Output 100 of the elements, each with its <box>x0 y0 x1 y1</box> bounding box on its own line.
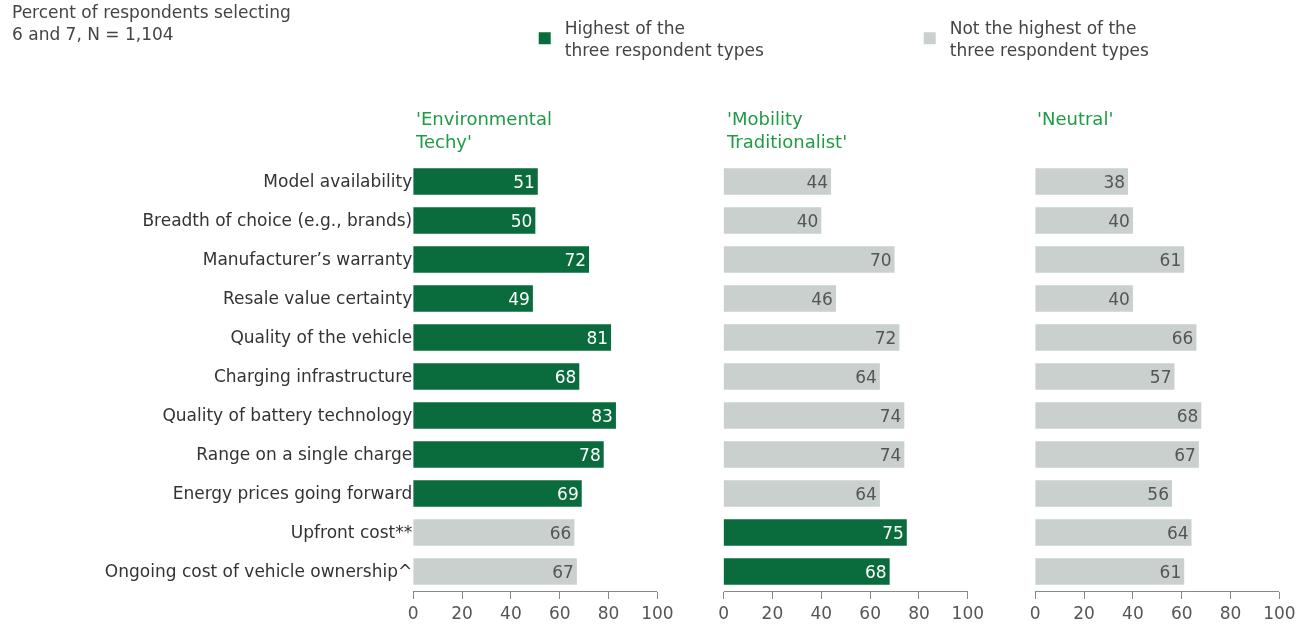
y-tick-label: Breadth of choice (e.g., brands) <box>142 210 413 231</box>
x-tick-label: 60 <box>859 603 881 624</box>
x-tick-label: 40 <box>500 603 522 624</box>
bar <box>413 558 577 585</box>
data-label: 72 <box>874 327 897 348</box>
y-tick-label: Resale value certainty <box>222 288 413 309</box>
bar <box>1035 480 1172 507</box>
chart-title: 'Mobility Traditionalist' <box>726 108 848 153</box>
bar <box>1035 285 1133 312</box>
data-label: 67 <box>1174 444 1196 465</box>
data-label: 40 <box>1108 210 1130 231</box>
data-label: 64 <box>855 483 877 504</box>
bar <box>723 324 900 351</box>
x-tick-label: 20 <box>451 603 473 624</box>
text: Percent of respondents selecting 6 and 7, N = 1,104 <box>12 2 291 45</box>
bar <box>723 246 895 273</box>
x-tick-label: 100 <box>1263 603 1296 624</box>
data-label: 70 <box>869 249 892 270</box>
data-label: 64 <box>1166 522 1189 543</box>
bar <box>1035 207 1133 234</box>
data-label: 50 <box>510 210 533 231</box>
x-tick-label: 60 <box>548 603 571 624</box>
data-label: 57 <box>1149 366 1172 387</box>
data-label: 67 <box>552 561 574 582</box>
bar <box>1035 324 1197 351</box>
x-tick-label: 0 <box>407 603 419 624</box>
x-tick-label: 40 <box>810 603 833 624</box>
legend-label: Not the highest of the three respondent types <box>949 17 1150 60</box>
data-label: 40 <box>796 210 819 231</box>
data-label: 83 <box>591 405 613 426</box>
y-tick-label: Ongoing cost of vehicle ownership^ <box>104 561 413 582</box>
data-label: 61 <box>1159 249 1182 270</box>
bar <box>1035 168 1129 195</box>
y-tick-label: Energy prices going forward <box>172 483 413 504</box>
y-tick-label: Manufacturer’s warranty <box>202 249 413 270</box>
bar <box>723 207 822 234</box>
x-tick-label: 80 <box>908 603 930 624</box>
bar <box>723 480 880 507</box>
data-label: 49 <box>508 288 530 309</box>
data-label: 81 <box>586 327 609 348</box>
bar <box>1035 519 1192 546</box>
bar <box>413 246 590 273</box>
x-tick-label: 40 <box>1122 603 1144 624</box>
data-label: 68 <box>865 561 887 582</box>
data-label: 69 <box>557 483 579 504</box>
x-tick-label: 80 <box>1219 603 1242 624</box>
bar <box>1035 246 1185 273</box>
data-label: 38 <box>1103 171 1126 192</box>
data-label: 61 <box>1159 561 1182 582</box>
bar <box>723 558 890 585</box>
y-tick-label: Charging infrastructure <box>213 366 413 387</box>
data-label: 66 <box>549 522 572 543</box>
x-tick-label: 0 <box>718 603 730 624</box>
bar <box>413 441 604 468</box>
bar <box>1035 363 1175 390</box>
bar <box>413 324 612 351</box>
x-tick-label: 100 <box>641 603 674 624</box>
y-tick-label: Quality of the vehicle <box>230 327 413 348</box>
bar <box>413 285 533 312</box>
data-label: 40 <box>1108 288 1130 309</box>
y-tick-label: Model availability <box>263 171 413 192</box>
data-label: 64 <box>855 366 877 387</box>
x-tick-label: 80 <box>597 603 620 624</box>
x-tick-label: 60 <box>1170 603 1193 624</box>
data-label: 68 <box>1176 405 1199 426</box>
bar <box>1035 402 1202 429</box>
x-tick-label: 100 <box>951 603 985 624</box>
bar <box>723 168 832 195</box>
x-tick-label: 0 <box>1029 603 1041 624</box>
data-label: 78 <box>579 444 601 465</box>
y-tick-label: Quality of battery technology <box>162 405 413 426</box>
bar <box>723 402 905 429</box>
bar <box>1035 558 1185 585</box>
bar <box>723 363 880 390</box>
data-label: 72 <box>564 249 587 270</box>
bar <box>723 441 905 468</box>
y-tick-label: Upfront cost** <box>290 522 413 543</box>
chart-title: 'Neutral' <box>1037 108 1114 129</box>
bar <box>1035 441 1199 468</box>
data-label: 51 <box>513 171 535 192</box>
bar <box>413 480 582 507</box>
bar <box>723 519 907 546</box>
bar <box>413 363 580 390</box>
bar <box>413 519 575 546</box>
data-label: 74 <box>879 405 902 426</box>
bar <box>413 168 538 195</box>
legend-label: Highest of the three respondent types <box>564 17 765 60</box>
bar <box>413 207 536 234</box>
data-label: 75 <box>882 522 904 543</box>
y-tick-label: Range on a single charge <box>196 444 413 465</box>
data-label: 46 <box>811 288 833 309</box>
data-label: 44 <box>806 171 829 192</box>
data-label: 68 <box>554 366 577 387</box>
chart-title: 'Environmental Techy' <box>415 108 552 153</box>
x-tick-label: 20 <box>1073 603 1095 624</box>
data-label: 74 <box>879 444 902 465</box>
data-label: 66 <box>1171 327 1194 348</box>
data-label: 56 <box>1147 483 1169 504</box>
bar <box>413 402 616 429</box>
bar <box>723 285 836 312</box>
